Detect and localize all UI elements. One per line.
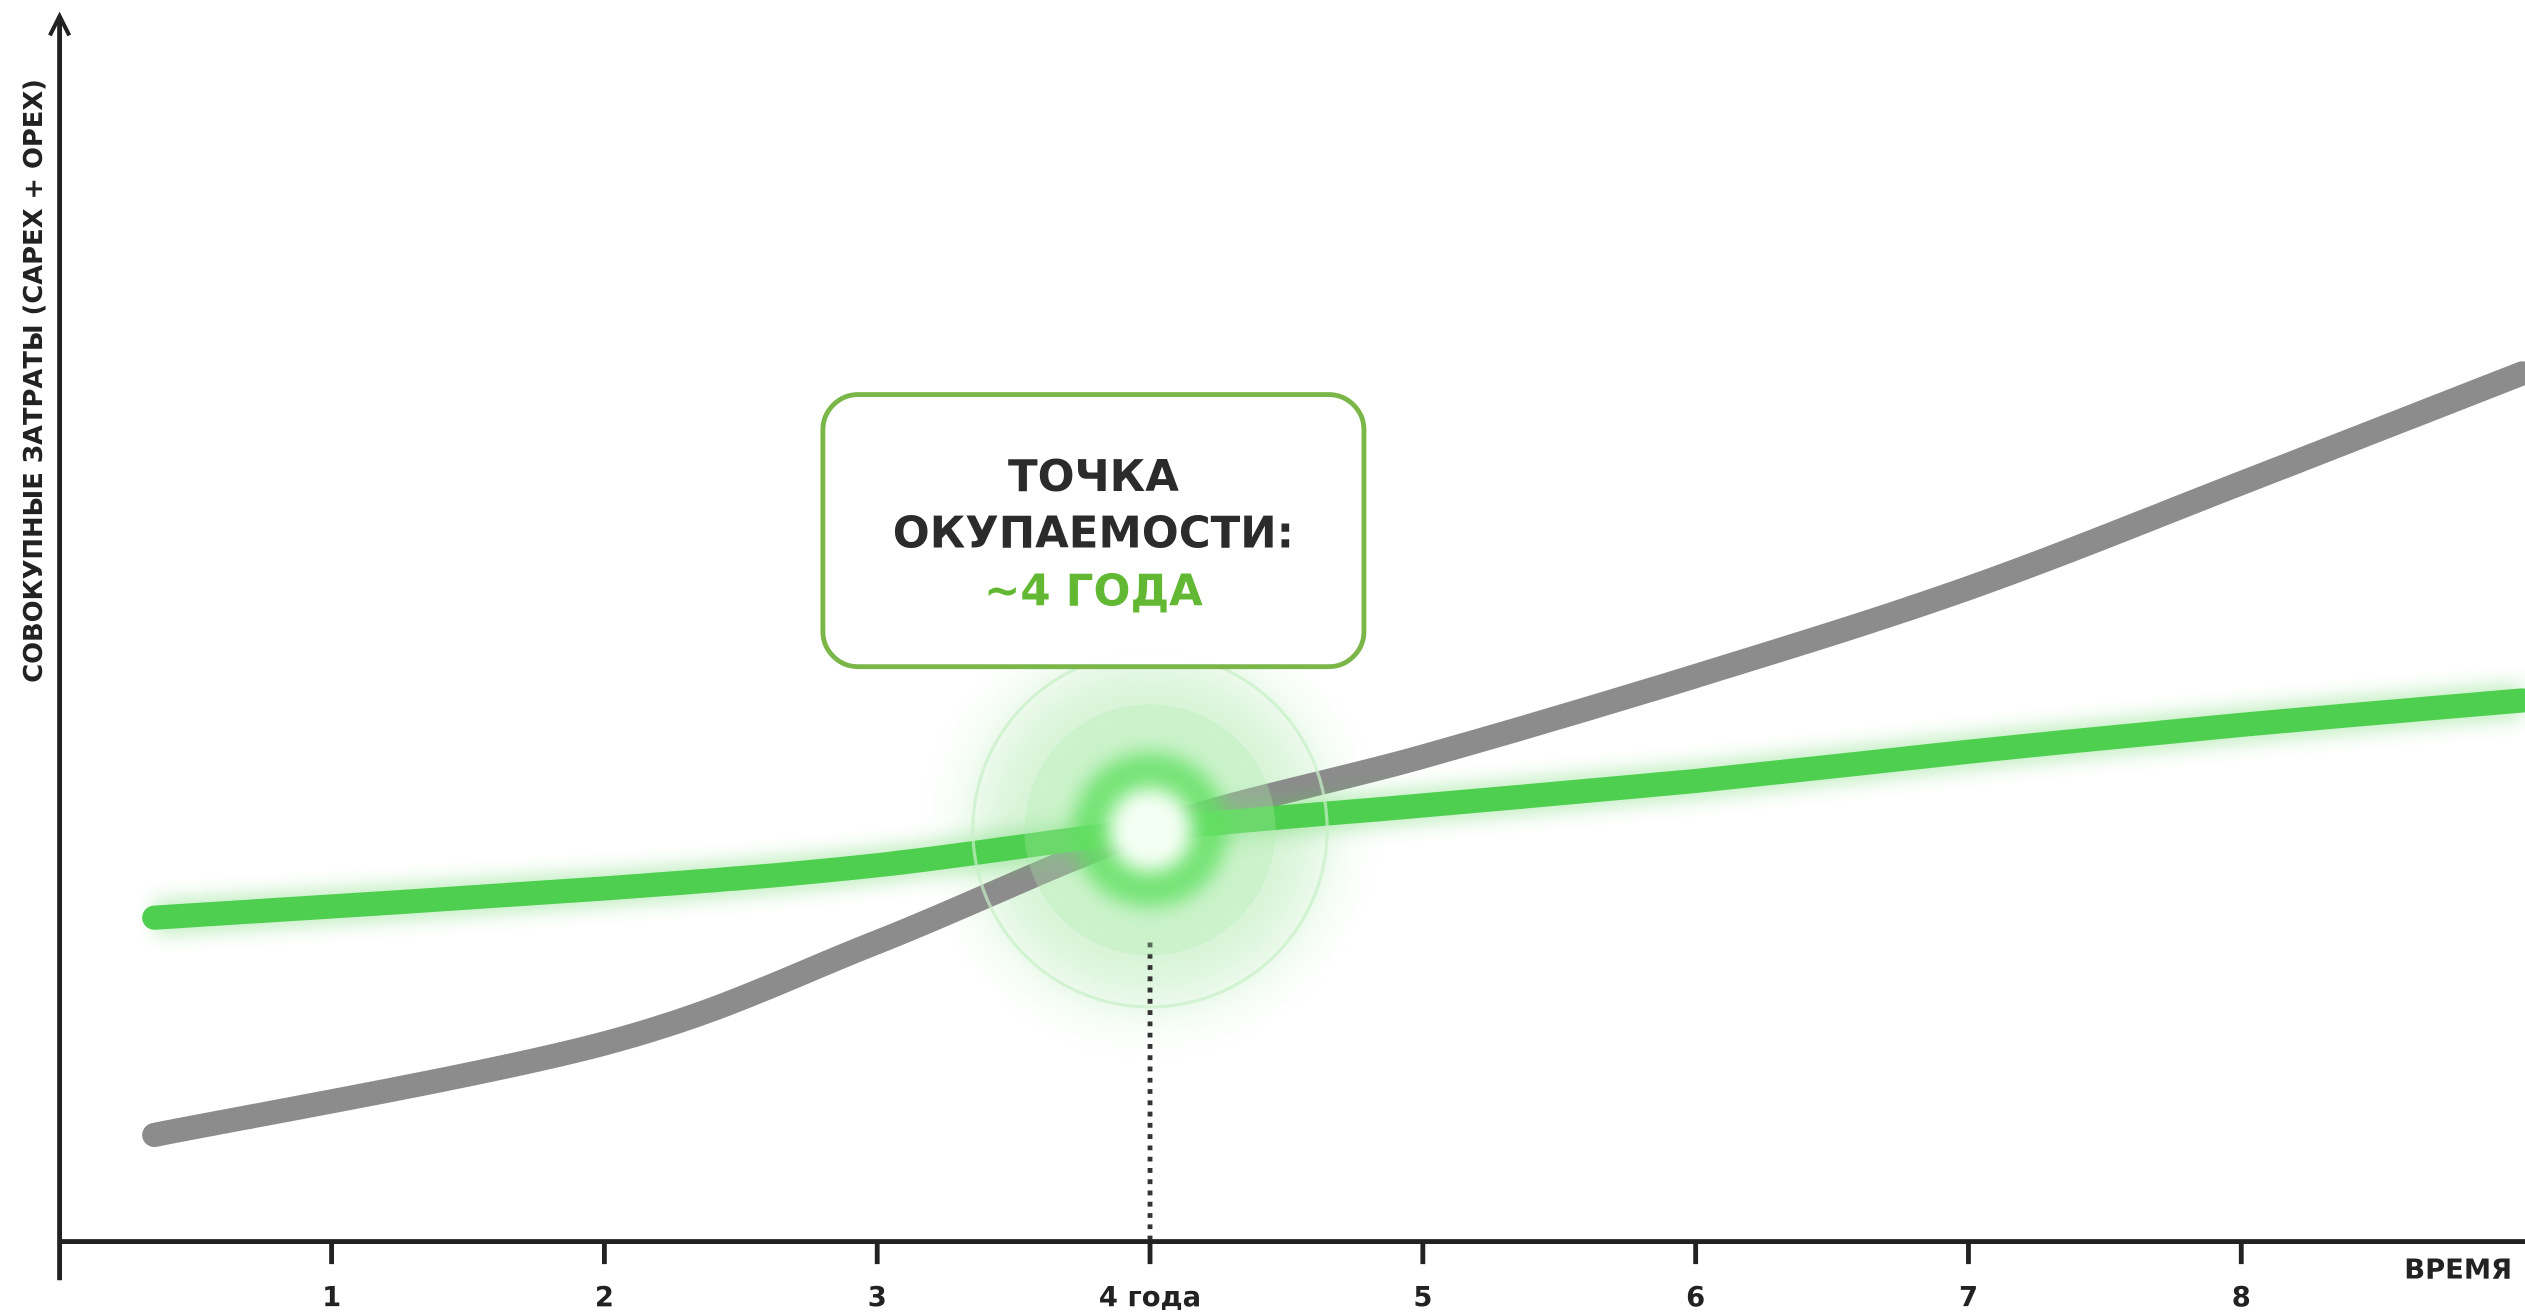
- line: [142, 361, 2525, 1148]
- x-tick-label: 1: [322, 1282, 341, 1313]
- y-arrow: [48, 11, 72, 37]
- x-tick-label: 8: [2232, 1282, 2251, 1313]
- x-tick-label: 4 года: [1099, 1282, 1201, 1313]
- annotation-highlight: ~4 ГОДА: [984, 566, 1203, 616]
- annotation-line: ТОЧКА: [1008, 452, 1179, 502]
- x-tick-label: 2: [595, 1282, 614, 1313]
- line: [142, 688, 2525, 930]
- x-tick-label: 5: [1413, 1282, 1432, 1313]
- x-tick-label: 7: [1959, 1282, 1978, 1313]
- breakeven-point: [1108, 787, 1192, 872]
- x-tick-label: 6: [1686, 1282, 1705, 1313]
- y-axis-label: СОВОКУПНЫЕ ЗАТРАТЫ (CAPEX + OPEX): [19, 79, 49, 683]
- annotation-line: ОКУПАЕМОСТИ:: [893, 509, 1294, 559]
- annotation-box: [820, 392, 1367, 670]
- x-tick-label: 3: [868, 1282, 887, 1313]
- x-axis-label: ВРЕМЯ: [2404, 1255, 2512, 1286]
